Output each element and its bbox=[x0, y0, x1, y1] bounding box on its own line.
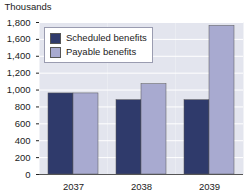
svg-text:0: 0 bbox=[25, 169, 30, 180]
html-text:Scheduled benefits: Scheduled benefits bbox=[66, 32, 147, 43]
svg-text:2039: 2039 bbox=[199, 181, 220, 192]
svg-text:1,400: 1,400 bbox=[7, 50, 31, 61]
svg-text:Thousands: Thousands bbox=[5, 1, 52, 12]
svg-text:2038: 2038 bbox=[131, 181, 152, 192]
svg-text:1,800: 1,800 bbox=[7, 17, 31, 28]
svg-text:200: 200 bbox=[15, 152, 31, 163]
svg-text:2037: 2037 bbox=[63, 181, 84, 192]
svg-text:1,200: 1,200 bbox=[7, 67, 31, 78]
svg-text:400: 400 bbox=[15, 135, 31, 146]
svg-text:1,600: 1,600 bbox=[7, 33, 31, 44]
svg-text:1,000: 1,000 bbox=[7, 84, 31, 95]
html-text:Payable benefits: Payable benefits bbox=[66, 46, 137, 57]
svg-text:600: 600 bbox=[15, 118, 31, 129]
svg-text:800: 800 bbox=[15, 101, 31, 112]
